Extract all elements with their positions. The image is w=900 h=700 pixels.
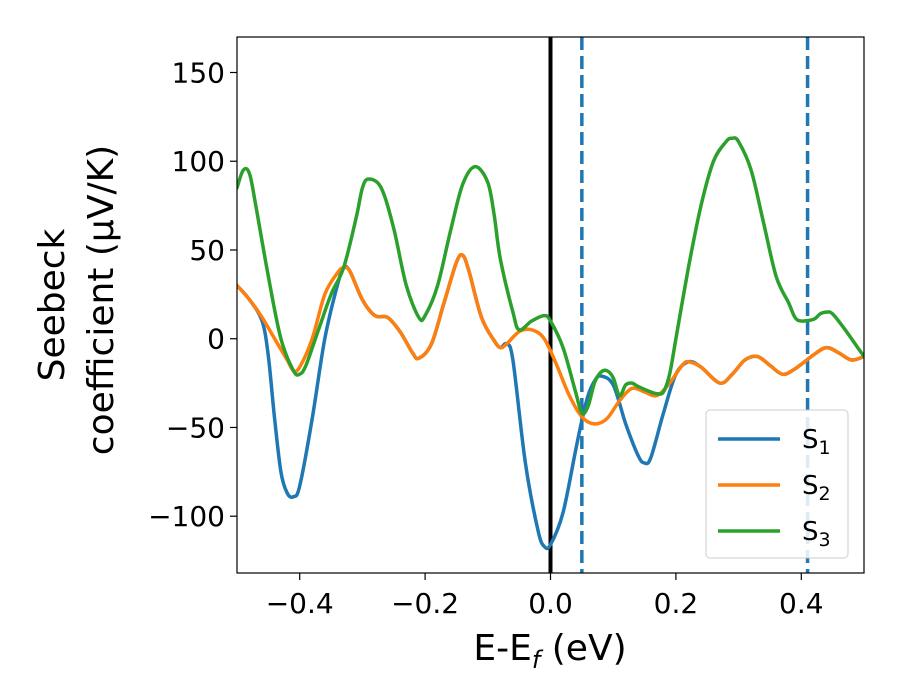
- legend-label-s1: S1: [802, 425, 831, 459]
- y-tick-label: 100: [172, 145, 225, 178]
- legend-label-s3: S3: [802, 517, 831, 551]
- y-tick-label: 0: [207, 323, 225, 356]
- x-tick-label: 0.0: [528, 587, 573, 620]
- x-tick-label: 0.2: [654, 587, 699, 620]
- legend-label-s2: S2: [802, 471, 831, 505]
- x-tick-label: −0.2: [391, 587, 459, 620]
- y-tick-label: −100: [148, 500, 225, 533]
- y-axis-title-line2: coefficient (μV/K): [81, 145, 122, 455]
- y-tick-label: −50: [166, 411, 225, 444]
- x-tick-label: −0.4: [266, 587, 334, 620]
- x-axis-title: E-Ef (eV): [473, 628, 626, 674]
- x-tick-label: 0.4: [779, 587, 824, 620]
- y-tick-label: 150: [172, 56, 225, 89]
- y-axis-title-line1: Seebeck: [32, 228, 73, 381]
- y-tick-label: 50: [189, 234, 225, 267]
- legend: S1 S2 S3: [705, 409, 849, 559]
- series-line-s3: [237, 136, 864, 416]
